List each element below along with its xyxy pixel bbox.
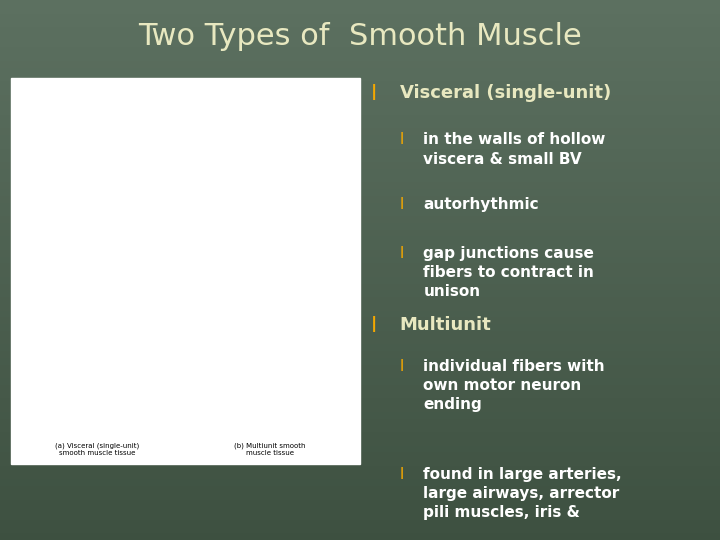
Bar <box>0 94 720 102</box>
Text: (a) Visceral (single-unit)
smooth muscle tissue: (a) Visceral (single-unit) smooth muscle… <box>55 443 140 456</box>
Bar <box>0 141 720 149</box>
Bar <box>0 40 720 47</box>
Text: l: l <box>400 359 404 374</box>
Text: Two Types of  Smooth Muscle: Two Types of Smooth Muscle <box>138 22 582 51</box>
Text: (b) Multiunit smooth
muscle tissue: (b) Multiunit smooth muscle tissue <box>234 443 306 456</box>
Bar <box>0 364 720 372</box>
Bar <box>0 20 720 27</box>
Bar <box>0 297 720 303</box>
Text: Multiunit: Multiunit <box>400 316 491 334</box>
Bar <box>0 405 720 411</box>
Bar <box>0 156 720 162</box>
Bar <box>0 237 720 243</box>
Bar <box>0 128 720 135</box>
Bar <box>0 68 720 74</box>
Text: l: l <box>371 316 377 336</box>
Bar <box>0 33 720 40</box>
Bar <box>0 291 720 297</box>
Bar <box>0 115 720 122</box>
Bar <box>0 330 720 338</box>
Bar <box>0 108 720 115</box>
Bar <box>0 480 720 486</box>
Bar <box>0 243 720 249</box>
Bar <box>0 47 720 54</box>
Bar <box>0 202 720 209</box>
Bar <box>0 256 720 263</box>
Bar <box>0 168 720 176</box>
Bar <box>0 526 720 534</box>
Text: found in large arteries,
large airways, arrector
pili muscles, iris &: found in large arteries, large airways, … <box>423 467 622 521</box>
Bar <box>0 54 720 60</box>
Text: Visceral (single-unit): Visceral (single-unit) <box>400 84 611 102</box>
Bar <box>0 310 720 317</box>
Bar <box>0 438 720 445</box>
Bar <box>0 135 720 141</box>
Bar <box>0 392 720 399</box>
Bar <box>0 162 720 168</box>
Bar <box>0 378 720 384</box>
Bar <box>0 500 720 507</box>
Bar <box>0 418 720 426</box>
Bar <box>0 426 720 432</box>
Bar <box>0 249 720 256</box>
Bar <box>0 87 720 94</box>
Bar <box>0 446 720 453</box>
Text: l: l <box>400 246 404 261</box>
Bar <box>0 14 720 20</box>
Bar <box>0 27 720 33</box>
Bar <box>0 176 720 183</box>
Bar <box>0 507 720 513</box>
Bar <box>0 317 720 324</box>
Bar <box>0 399 720 405</box>
Bar <box>0 372 720 378</box>
Bar <box>0 6 720 14</box>
Bar <box>0 303 720 310</box>
Bar <box>0 324 720 330</box>
Bar <box>0 263 720 270</box>
Bar <box>11 78 360 464</box>
Bar <box>0 81 720 87</box>
Bar <box>0 209 720 216</box>
Bar <box>0 411 720 418</box>
Bar <box>0 472 720 480</box>
Bar <box>0 183 720 189</box>
Bar <box>0 384 720 391</box>
Bar <box>0 189 720 195</box>
Bar <box>0 345 720 351</box>
Bar <box>0 432 720 438</box>
Text: l: l <box>400 467 404 482</box>
Text: l: l <box>371 84 377 104</box>
Bar <box>0 74 720 81</box>
Bar <box>0 452 720 459</box>
Bar <box>0 486 720 492</box>
Bar <box>0 534 720 540</box>
Bar <box>0 270 720 276</box>
Text: l: l <box>400 132 404 147</box>
Bar <box>0 230 720 237</box>
Bar <box>0 459 720 465</box>
Bar <box>0 148 720 156</box>
Text: l: l <box>400 197 404 212</box>
Bar <box>0 519 720 526</box>
Bar <box>0 102 720 108</box>
Text: gap junctions cause
fibers to contract in
unison: gap junctions cause fibers to contract i… <box>423 246 594 299</box>
Text: autorhythmic: autorhythmic <box>423 197 539 212</box>
Bar <box>0 222 720 230</box>
Bar <box>0 216 720 222</box>
Bar <box>0 493 720 500</box>
Bar <box>0 338 720 345</box>
Bar <box>0 122 720 128</box>
Text: in the walls of hollow
viscera & small BV: in the walls of hollow viscera & small B… <box>423 132 606 166</box>
Bar <box>0 358 720 365</box>
Text: individual fibers with
own motor neuron
ending: individual fibers with own motor neuron … <box>423 359 605 413</box>
Bar <box>0 195 720 202</box>
Bar <box>0 351 720 357</box>
Bar <box>0 60 720 68</box>
Bar <box>0 465 720 472</box>
Bar <box>0 0 720 6</box>
Bar <box>0 276 720 284</box>
Bar <box>0 513 720 519</box>
Bar <box>0 284 720 291</box>
